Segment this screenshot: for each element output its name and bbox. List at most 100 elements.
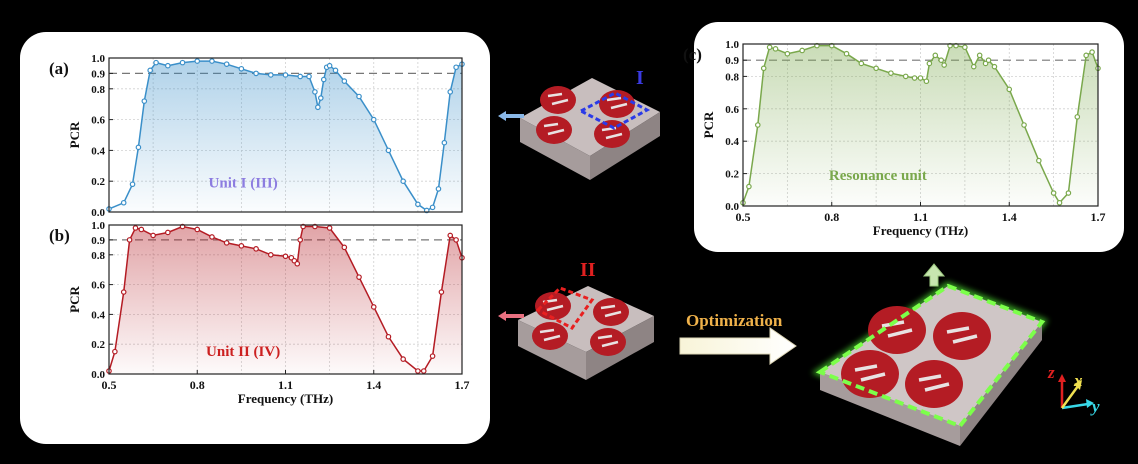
- data-point-b: [297, 237, 304, 243]
- data-point-b: [282, 253, 289, 260]
- data-point-c: [902, 73, 909, 80]
- data-point-a: [165, 62, 171, 69]
- data-point-c: [1089, 49, 1095, 55]
- y-tick-label: 1.0: [91, 53, 105, 65]
- series-area-a: [109, 61, 462, 212]
- data-point-a: [326, 62, 333, 69]
- y-tick-label: 0.0: [725, 201, 739, 213]
- panel-label-c: (c): [683, 45, 702, 64]
- y-tick-label: 0.9: [91, 68, 105, 80]
- data-point-c: [917, 75, 924, 81]
- data-point-a: [441, 139, 448, 146]
- optimization-label: Optimization: [686, 311, 783, 330]
- data-point-c: [976, 52, 983, 59]
- data-point-c: [1074, 114, 1081, 120]
- coordinate-axes-icon: [1058, 374, 1094, 410]
- data-point-a: [141, 98, 148, 104]
- axis-z-label: z: [1047, 363, 1055, 382]
- data-point-a: [297, 73, 304, 80]
- y-tick-label: 0.2: [725, 169, 739, 181]
- data-point-a: [341, 78, 348, 84]
- data-point-c: [754, 122, 761, 128]
- y-tick-label: 0.0: [91, 369, 105, 381]
- data-point-c: [985, 57, 992, 64]
- data-point-b: [138, 226, 145, 233]
- data-point-a: [179, 59, 186, 66]
- series-area-b: [109, 226, 462, 374]
- data-point-a: [267, 72, 274, 78]
- data-point-a: [129, 181, 136, 188]
- y-tick-label: 0.6: [725, 104, 739, 116]
- annotation-a: Unit I (III): [209, 175, 278, 191]
- data-point-a: [147, 67, 153, 74]
- panel-label-a: (a): [49, 59, 69, 78]
- y-tick-label: 1.0: [725, 39, 739, 51]
- data-point-c: [746, 183, 752, 190]
- data-point-b: [341, 244, 348, 251]
- x-tick-label: 1.7: [455, 378, 470, 392]
- x-axis-label: Frequency (THz): [873, 223, 968, 238]
- data-point-a: [209, 58, 215, 64]
- data-point-a: [194, 58, 201, 64]
- arrow-up-green-icon: [922, 263, 946, 287]
- y-tick-label: 0.4: [725, 136, 739, 148]
- x-axis-label: Frequency (THz): [238, 391, 333, 406]
- data-point-c: [760, 65, 767, 72]
- data-point-b: [429, 353, 436, 359]
- data-point-b: [253, 246, 259, 252]
- y-tick-label: 0.8: [725, 71, 739, 83]
- data-point-c: [911, 75, 918, 81]
- data-point-b: [438, 289, 445, 295]
- data-point-b: [356, 274, 362, 280]
- data-point-c: [1065, 190, 1072, 196]
- annotation-c: Resonance unit: [829, 168, 927, 184]
- arrow-left-blue-icon: [498, 111, 524, 121]
- y-tick-label: 0.2: [91, 176, 105, 188]
- data-point-a: [238, 65, 245, 72]
- data-point-a: [415, 201, 421, 208]
- chart-c-group: 0.0 0.2 0.4 0.6 0.8 0.9 1.0 0.5 0.8 1.1 1.4 1.7 Freq…: [683, 39, 1106, 238]
- metasurface-block-2: [518, 286, 654, 380]
- data-point-a: [447, 89, 454, 95]
- data-point-c: [843, 50, 850, 57]
- data-point-a: [332, 67, 339, 74]
- data-point-a: [120, 199, 127, 206]
- data-point-a: [429, 204, 436, 211]
- y-tick-label: 1.0: [91, 220, 105, 232]
- y-tick-label: 0.8: [91, 250, 105, 262]
- data-point-c: [970, 63, 977, 70]
- data-point-c: [772, 46, 779, 52]
- data-point-c: [858, 60, 865, 67]
- data-point-a: [253, 70, 259, 77]
- data-point-b: [150, 232, 156, 239]
- y-axis-label: PCR: [701, 111, 716, 138]
- y-axis-label: PCR: [67, 121, 82, 148]
- data-point-c: [991, 63, 998, 70]
- data-point-b: [326, 225, 333, 231]
- panel-label-b: (b): [49, 226, 70, 245]
- x-tick-label: 0.8: [190, 378, 205, 392]
- data-point-c: [982, 60, 989, 67]
- data-point-c: [1036, 157, 1042, 164]
- data-point-a: [453, 64, 459, 71]
- y-tick-label: 0.4: [91, 145, 105, 157]
- x-tick-label: 1.1: [913, 210, 928, 224]
- unit-II-highlight: [535, 286, 595, 330]
- data-point-c: [932, 52, 939, 59]
- data-point-b: [453, 237, 459, 243]
- y-tick-label: 0.0: [91, 207, 105, 219]
- y-tick-label: 0.6: [91, 280, 105, 292]
- data-point-a: [312, 89, 318, 95]
- data-point-a: [356, 93, 362, 100]
- data-point-c: [1083, 52, 1089, 59]
- data-point-c: [873, 65, 879, 72]
- y-axis-label: PCR: [67, 286, 82, 313]
- data-point-a: [400, 178, 406, 185]
- data-point-c: [923, 78, 930, 85]
- data-point-b: [420, 368, 427, 374]
- data-point-a: [385, 147, 392, 154]
- data-point-b: [165, 229, 171, 236]
- data-point-b: [194, 226, 201, 233]
